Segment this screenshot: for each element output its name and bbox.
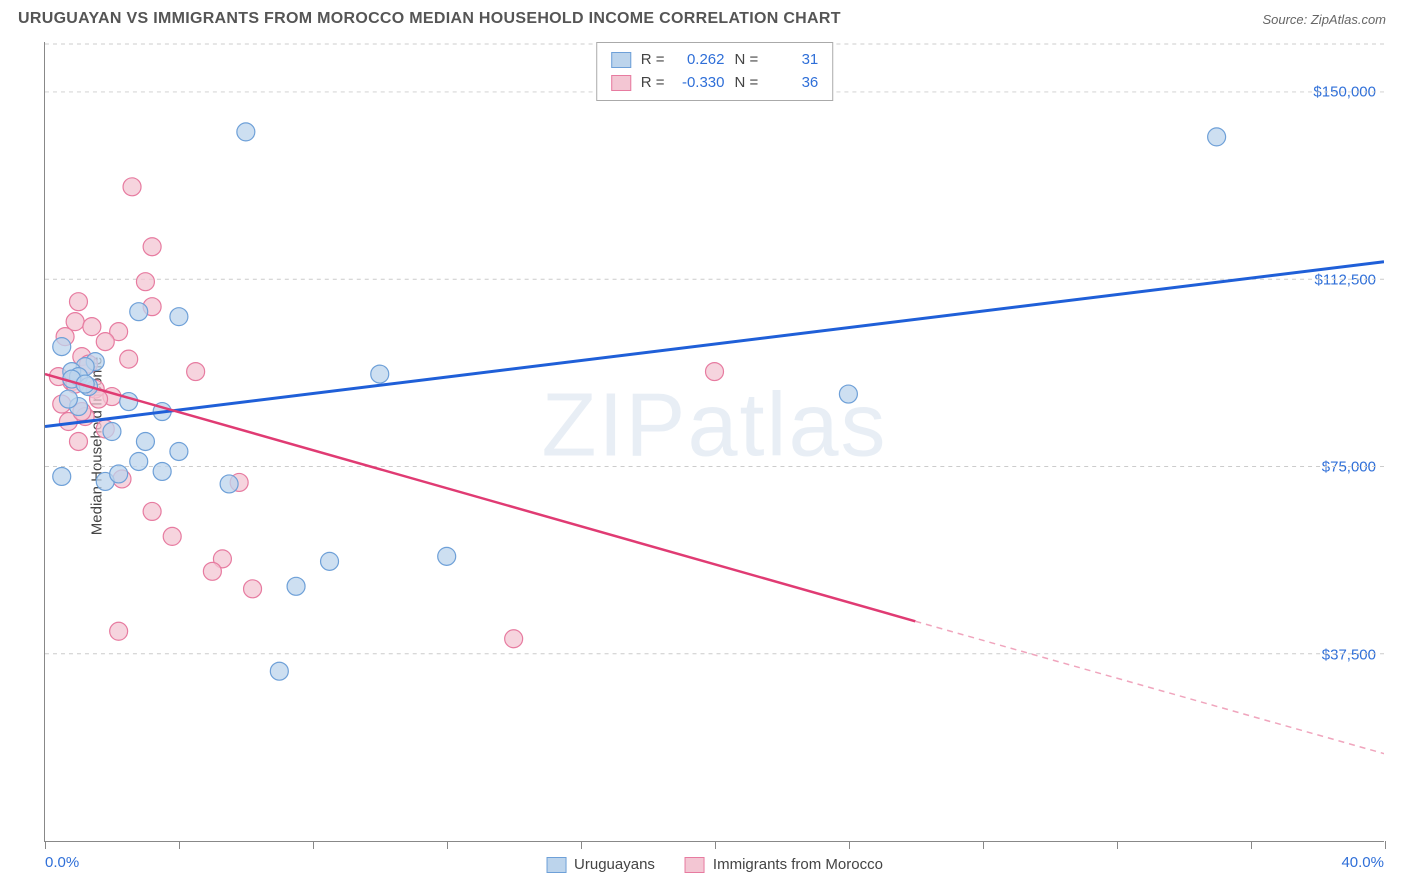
legend-swatch-uruguayans (611, 52, 631, 68)
x-tick (447, 841, 448, 849)
chart-title: URUGUAYAN VS IMMIGRANTS FROM MOROCCO MED… (18, 10, 841, 28)
x-tick (715, 841, 716, 849)
legend-r-label: R = (641, 72, 665, 95)
x-tick (1251, 841, 1252, 849)
legend-swatch-morocco (611, 75, 631, 91)
chart-source: Source: ZipAtlas.com (1262, 12, 1386, 27)
legend-r-value-uruguayans: 0.262 (675, 49, 725, 72)
x-tick (1117, 841, 1118, 849)
chart-header: URUGUAYAN VS IMMIGRANTS FROM MOROCCO MED… (0, 0, 1406, 33)
correlation-legend: R = 0.262 N = 31 R = -0.330 N = 36 (596, 42, 834, 101)
legend-n-label: N = (735, 72, 759, 95)
x-tick (983, 841, 984, 849)
scatter-svg (45, 42, 1384, 841)
x-axis-start-label: 0.0% (45, 854, 79, 871)
legend-item-morocco: Immigrants from Morocco (685, 856, 883, 873)
x-axis-end-label: 40.0% (1341, 854, 1384, 871)
legend-swatch-morocco-bottom (685, 857, 705, 873)
legend-swatch-uruguayans-bottom (546, 857, 566, 873)
legend-n-label: N = (735, 49, 759, 72)
chart-plot-area: ZIPatlas R = 0.262 N = 31 R = -0.330 N =… (44, 42, 1384, 842)
legend-row-uruguayans: R = 0.262 N = 31 (611, 49, 819, 72)
x-tick (581, 841, 582, 849)
x-tick (849, 841, 850, 849)
x-tick (313, 841, 314, 849)
legend-item-uruguayans: Uruguayans (546, 856, 655, 873)
legend-label-uruguayans: Uruguayans (574, 856, 655, 873)
legend-row-morocco: R = -0.330 N = 36 (611, 72, 819, 95)
x-tick (45, 841, 46, 849)
legend-r-label: R = (641, 49, 665, 72)
series-legend: Uruguayans Immigrants from Morocco (546, 856, 883, 873)
legend-n-value-morocco: 36 (768, 72, 818, 95)
legend-r-value-morocco: -0.330 (675, 72, 725, 95)
x-tick (1385, 841, 1386, 849)
x-tick (179, 841, 180, 849)
legend-n-value-uruguayans: 31 (768, 49, 818, 72)
legend-label-morocco: Immigrants from Morocco (713, 856, 883, 873)
